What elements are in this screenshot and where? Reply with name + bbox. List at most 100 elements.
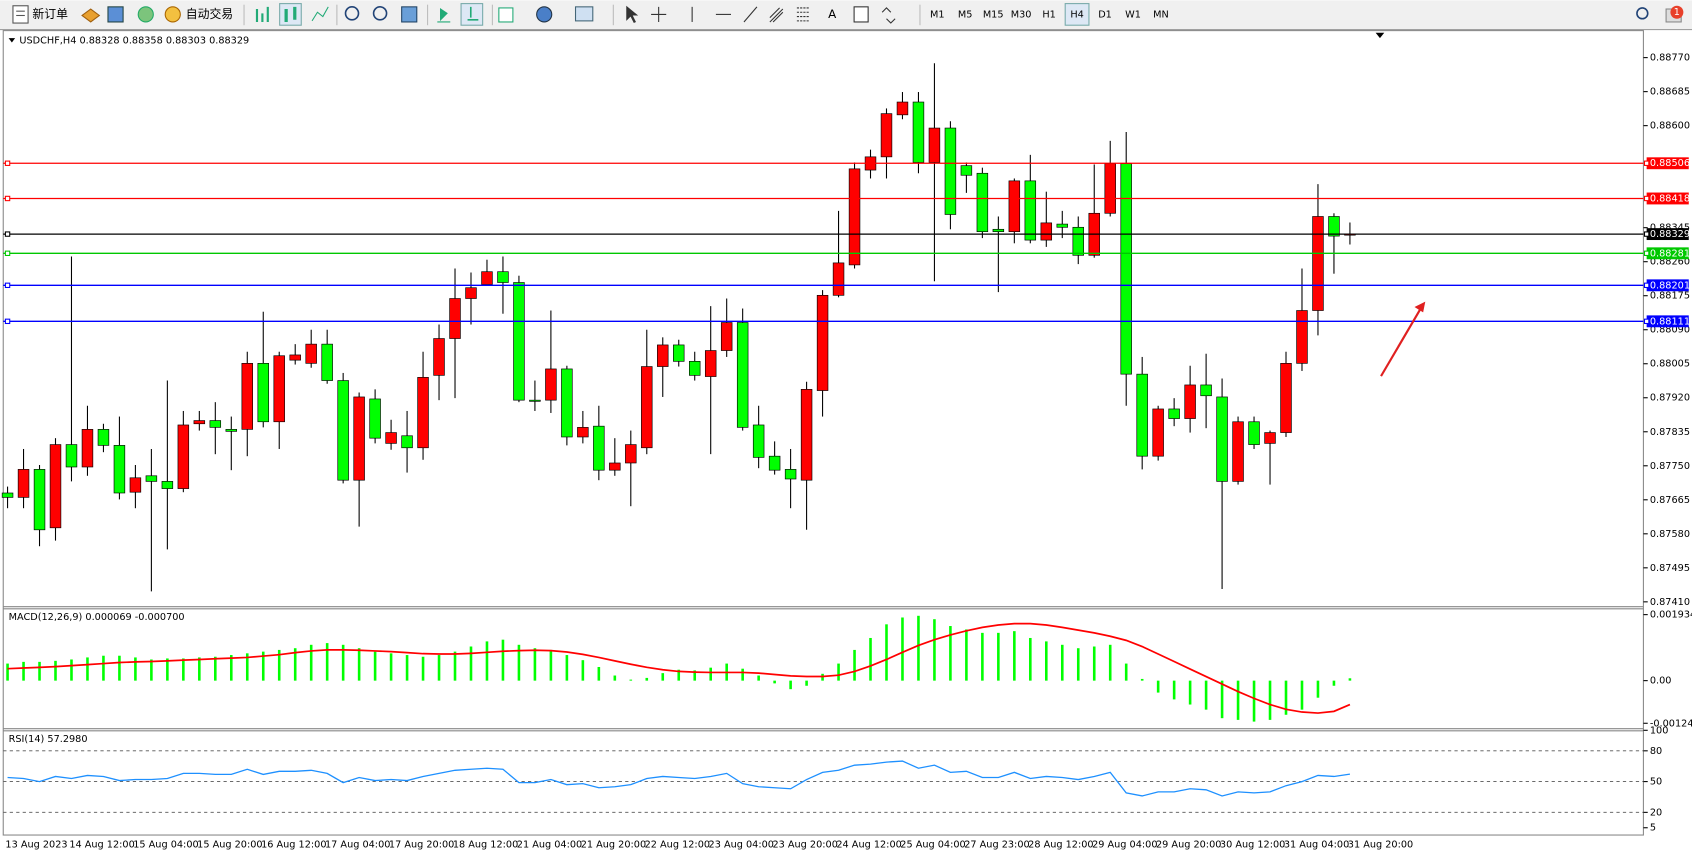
timeframe-active: [1064, 3, 1090, 26]
crosshair-icon[interactable]: [651, 6, 667, 22]
timeframe-button[interactable]: M30: [1011, 9, 1032, 20]
candle-body: [177, 424, 190, 489]
candle-body: [1312, 216, 1324, 311]
level-handle: [1643, 250, 1650, 256]
trendline-icon[interactable]: [743, 6, 758, 23]
level-handle: [1643, 195, 1650, 202]
macd-bar: [485, 641, 489, 681]
timeframe-button[interactable]: W1: [1125, 9, 1141, 20]
auto-trading-icon[interactable]: [164, 6, 181, 23]
level-label: 0.88111: [1650, 316, 1690, 327]
macd-bar: [150, 659, 153, 681]
timeframes: M1 M5 M15 M30 H1 H4 D1 W1 MN: [930, 3, 1169, 26]
y-tick-label: 0.88685: [1650, 87, 1690, 98]
level-handle: [4, 195, 11, 202]
macd-bar: [1092, 646, 1096, 681]
candle-body: [273, 355, 285, 423]
timeframe-button[interactable]: H1: [1042, 9, 1055, 20]
macd-bar: [1300, 680, 1304, 710]
macd-bar: [1060, 644, 1064, 681]
new-order-label[interactable]: 新订单: [32, 7, 68, 21]
shift-button[interactable]: [460, 3, 484, 26]
candle-body: [704, 350, 717, 377]
macd-bar: [597, 666, 601, 681]
candle-body: [353, 396, 365, 481]
toolbar-icon[interactable]: [107, 6, 124, 23]
candle-body: [513, 282, 525, 401]
timeframe-button[interactable]: M5: [958, 9, 973, 20]
macd-bar: [245, 653, 249, 681]
templates-icon[interactable]: [574, 6, 594, 22]
candle-body: [65, 444, 78, 468]
macd-bar: [1236, 680, 1240, 720]
new-order-icon[interactable]: [12, 5, 29, 24]
channel-icon[interactable]: [769, 7, 784, 23]
level-label: 0.88201: [1650, 280, 1690, 291]
zoom-in-icon[interactable]: [344, 6, 360, 21]
y-tick-label: -0.001249: [1650, 718, 1692, 729]
shift-icon: [467, 6, 479, 21]
macd-bar: [901, 617, 904, 681]
candle-body: [657, 344, 669, 367]
toolbar-icon[interactable]: [81, 8, 101, 23]
candle-body: [689, 361, 701, 376]
candle-body: [928, 127, 941, 163]
y-tick-label: 0.88770: [1650, 53, 1690, 64]
candle-body: [81, 429, 94, 468]
auto-trading-label[interactable]: 自动交易: [186, 7, 233, 21]
macd-bar: [1332, 680, 1336, 686]
macd-bar: [1108, 644, 1112, 681]
timeframe-button[interactable]: M15: [983, 9, 1004, 20]
line-chart-icon[interactable]: [311, 6, 329, 22]
notification-badge[interactable]: [1670, 5, 1684, 19]
timeframe-button[interactable]: D1: [1098, 9, 1112, 20]
candle-chart-button[interactable]: [279, 3, 302, 26]
x-tick-label: 27 Aug 23:00: [964, 840, 1029, 851]
macd-bar: [118, 655, 121, 681]
timeframe-button[interactable]: MN: [1153, 9, 1169, 20]
candle-body: [129, 477, 142, 493]
candle-body: [800, 389, 813, 481]
macd-bar: [789, 680, 792, 690]
macd-bar: [1220, 680, 1224, 719]
label-tool-icon[interactable]: [853, 6, 869, 23]
macd-bar: [933, 619, 936, 681]
macd-bar: [1316, 680, 1320, 698]
fibo-icon[interactable]: [796, 7, 810, 22]
level-label: 0.88418: [1650, 193, 1690, 204]
plot-layer: 0.887700.886850.886000.883450.882600.881…: [1, 53, 1692, 851]
macd-bar: [613, 675, 617, 681]
candle-body: [992, 228, 1005, 233]
macd-bar: [693, 670, 697, 681]
tile-icon[interactable]: [401, 6, 418, 23]
zoom-out-icon[interactable]: [372, 6, 388, 21]
candle-body: [1120, 163, 1132, 375]
level-tag: [1646, 247, 1689, 260]
macd-bar: [86, 657, 89, 681]
candle-body: [1232, 421, 1244, 482]
candle-body: [1136, 373, 1148, 457]
macd-bar: [166, 658, 169, 681]
timeframe-button[interactable]: M1: [930, 9, 945, 20]
bar-chart-icon[interactable]: [255, 6, 269, 22]
candle-body: [593, 425, 605, 471]
timeframe-button[interactable]: H4: [1070, 9, 1083, 20]
autoscroll-icon[interactable]: [437, 8, 451, 23]
candle-body: [720, 322, 733, 351]
toolbar-icon[interactable]: [137, 6, 154, 23]
candle-body: [784, 469, 797, 480]
candle-body: [1008, 180, 1021, 233]
cursor-icon[interactable]: [626, 5, 639, 24]
level-label: 0.88329: [1650, 229, 1690, 240]
candle-body: [17, 469, 30, 498]
candle-body: [960, 165, 973, 176]
macd-bar: [1252, 680, 1256, 722]
periods-icon[interactable]: [536, 6, 553, 23]
arrows-icon[interactable]: [881, 7, 896, 24]
x-tick-label: 25 Aug 04:00: [900, 840, 965, 851]
indicators-icon[interactable]: [498, 7, 514, 23]
level-handle: [4, 160, 11, 166]
search-icon[interactable]: [1636, 7, 1649, 20]
text-tool[interactable]: A: [828, 7, 837, 21]
